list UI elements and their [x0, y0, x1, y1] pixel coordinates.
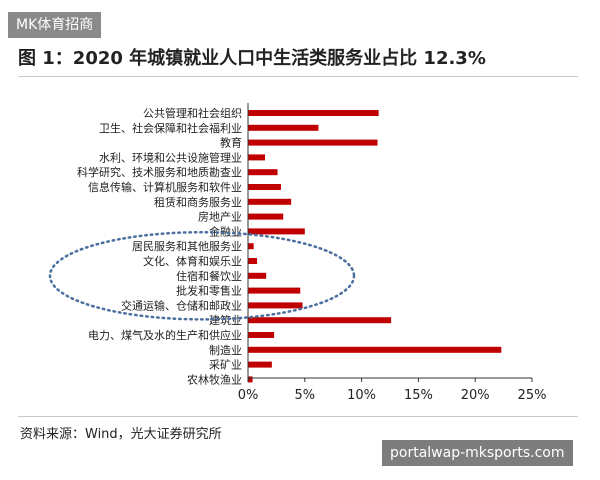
- category-label: 居民服务和其他服务业: [132, 240, 242, 253]
- bar: [248, 317, 392, 324]
- category-label: 制造业: [209, 343, 242, 357]
- bar: [248, 169, 278, 176]
- category-label: 公共管理和社会组织: [143, 106, 242, 120]
- bars-layer: [248, 110, 502, 383]
- category-labels-layer: 公共管理和社会组织卫生、社会保障和社会福利业教育水利、环境和公共设施管理业科学研…: [77, 106, 242, 386]
- category-label: 农林牧渔业: [187, 372, 242, 386]
- bar: [248, 346, 502, 353]
- highlight-ellipse: [48, 230, 356, 321]
- bar: [248, 110, 379, 116]
- category-label: 采矿业: [209, 359, 242, 372]
- category-label: 教育: [220, 136, 242, 150]
- category-label: 金融业: [209, 224, 242, 238]
- bar: [248, 198, 292, 205]
- bar: [248, 184, 281, 190]
- watermark-bottom-right: portalwap-mksports.com: [382, 440, 573, 466]
- bar: [248, 332, 275, 338]
- bar: [248, 228, 305, 235]
- bar: [248, 361, 272, 368]
- category-label: 文化、体育和娱乐业: [143, 254, 242, 268]
- x-axis: 0% 5% 10% 15% 20% 25%: [238, 103, 547, 403]
- bar: [248, 287, 301, 294]
- bar: [248, 124, 319, 131]
- category-label: 科学研究、技术服务和地质勘查业: [77, 165, 242, 179]
- category-label: 租赁和商务服务业: [154, 195, 242, 209]
- category-label: 批发和零售业: [176, 284, 242, 298]
- bar: [248, 272, 267, 279]
- title-divider: [18, 76, 578, 77]
- bar: [248, 376, 253, 383]
- bar: [248, 213, 284, 220]
- footer-divider: [18, 416, 578, 417]
- category-label: 建筑业: [209, 313, 242, 327]
- watermark-top-left: MK体育招商: [8, 12, 102, 38]
- category-label: 电力、煤气及水的生产和供应业: [88, 328, 242, 342]
- bar: [248, 243, 254, 250]
- bar: [248, 139, 378, 146]
- category-label: 信息传输、计算机服务和软件业: [88, 180, 242, 194]
- category-label: 卫生、社会保障和社会福利业: [99, 121, 242, 135]
- x-tick-label: 5%: [294, 388, 315, 403]
- highlight-layer: [48, 230, 356, 321]
- category-label: 水利、环境和公共设施管理业: [99, 150, 242, 164]
- source-note: 资料来源：Wind，光大证券研究所: [20, 427, 222, 442]
- x-tick-label: 15%: [404, 388, 433, 403]
- category-label: 房地产业: [198, 210, 242, 224]
- x-tick-label: 20%: [461, 388, 490, 403]
- x-tick-label: 25%: [518, 388, 547, 403]
- x-tick-label: 0%: [238, 388, 259, 403]
- chart-title: 图 1：2020 年城镇就业人口中生活类服务业占比 12.3%: [18, 48, 486, 69]
- x-tick-label: 10%: [347, 388, 376, 403]
- bar: [248, 302, 303, 309]
- category-label: 交通运输、仓储和邮政业: [121, 298, 242, 312]
- bar: [248, 154, 266, 161]
- bar: [248, 258, 258, 264]
- category-label: 住宿和餐饮业: [176, 269, 242, 283]
